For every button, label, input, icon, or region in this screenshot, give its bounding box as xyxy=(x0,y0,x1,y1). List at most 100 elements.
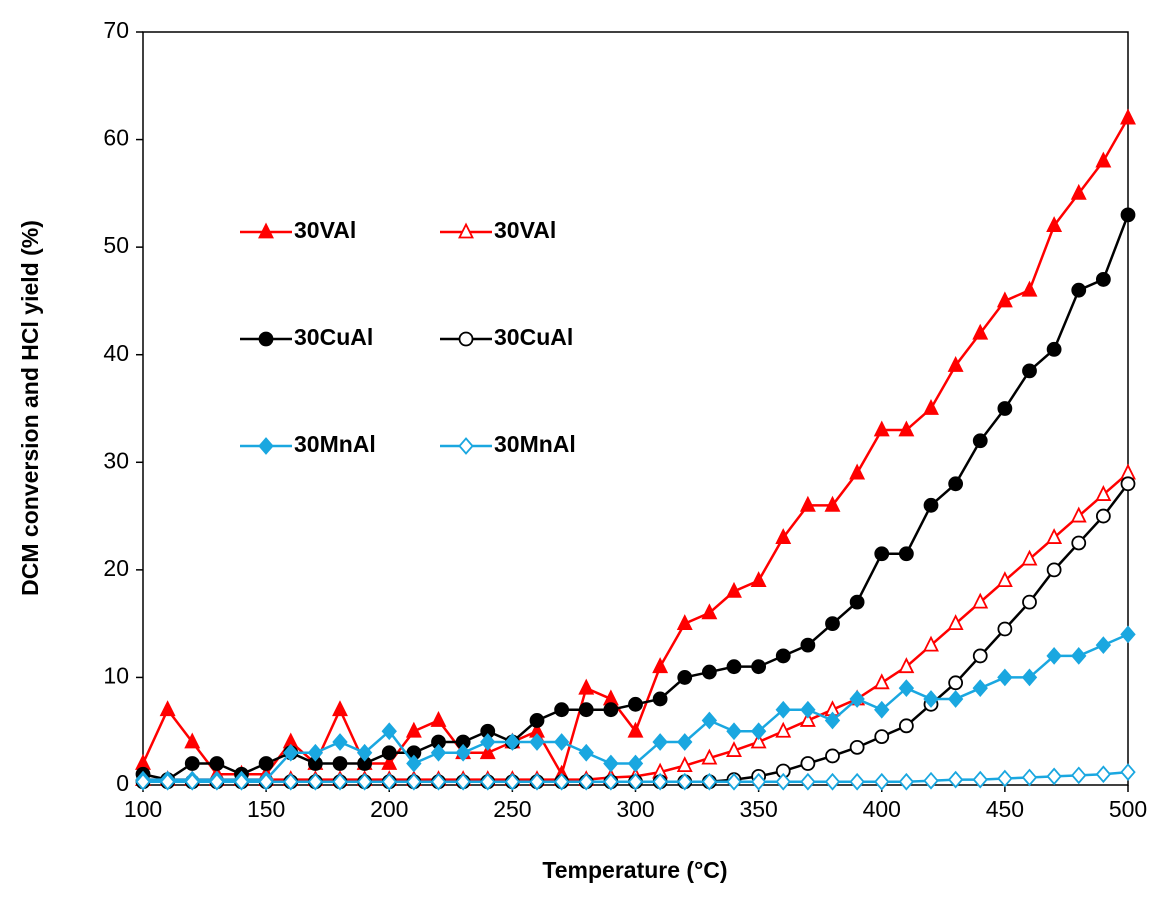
marker xyxy=(948,675,964,691)
marker xyxy=(1046,341,1062,357)
marker xyxy=(799,495,816,512)
marker xyxy=(972,433,988,449)
marker xyxy=(430,743,447,762)
marker xyxy=(824,772,841,791)
marker xyxy=(479,743,496,760)
marker xyxy=(578,702,594,718)
x-tick-label: 450 xyxy=(986,796,1024,822)
marker xyxy=(849,772,865,791)
marker xyxy=(1021,668,1038,687)
y-tick-label: 70 xyxy=(103,17,129,43)
marker xyxy=(455,772,471,791)
marker xyxy=(381,772,397,791)
marker xyxy=(874,729,890,744)
marker xyxy=(997,668,1013,687)
marker xyxy=(283,772,299,791)
marker xyxy=(504,772,521,791)
marker xyxy=(233,772,250,791)
marker xyxy=(356,772,373,791)
marker xyxy=(799,710,816,727)
marker xyxy=(627,772,644,791)
marker xyxy=(775,772,791,791)
marker xyxy=(800,772,816,791)
marker xyxy=(652,772,668,791)
marker xyxy=(258,772,274,791)
marker xyxy=(209,772,225,791)
marker xyxy=(405,721,422,738)
legend-marker xyxy=(458,331,474,347)
legend-marker xyxy=(258,437,274,455)
marker xyxy=(677,733,693,751)
marker xyxy=(874,546,890,562)
marker xyxy=(1070,506,1087,523)
marker xyxy=(554,702,570,718)
legend-label: 30MnAl xyxy=(294,431,376,457)
marker xyxy=(775,700,791,719)
marker xyxy=(184,756,200,771)
marker xyxy=(603,754,619,773)
marker xyxy=(775,721,792,738)
marker xyxy=(430,772,447,791)
y-tick-label: 20 xyxy=(103,555,129,581)
y-tick-label: 40 xyxy=(103,340,129,366)
x-tick-label: 350 xyxy=(739,796,777,822)
marker xyxy=(873,420,890,437)
marker xyxy=(332,772,348,791)
marker xyxy=(898,546,914,562)
marker xyxy=(455,743,471,762)
marker xyxy=(480,733,496,751)
marker xyxy=(898,718,914,734)
marker xyxy=(578,772,594,791)
marker xyxy=(1046,647,1062,665)
x-tick-label: 100 xyxy=(124,796,162,822)
legend-marker xyxy=(458,437,474,455)
marker xyxy=(923,497,939,513)
marker xyxy=(480,772,496,791)
marker xyxy=(996,571,1013,588)
marker xyxy=(1071,766,1087,785)
marker xyxy=(159,700,176,717)
marker xyxy=(972,592,989,609)
marker xyxy=(923,771,939,790)
marker xyxy=(184,772,200,791)
legend-marker xyxy=(458,222,474,239)
marker xyxy=(923,398,939,415)
x-tick-label: 500 xyxy=(1109,796,1147,822)
marker xyxy=(652,657,669,674)
marker xyxy=(898,772,915,791)
marker xyxy=(504,733,521,751)
y-tick-label: 30 xyxy=(103,447,129,473)
marker xyxy=(381,745,397,761)
marker xyxy=(923,635,939,652)
x-tick-label: 400 xyxy=(863,796,901,822)
marker xyxy=(726,772,742,791)
marker xyxy=(1021,280,1038,297)
y-tick-label: 50 xyxy=(103,232,129,258)
marker xyxy=(307,772,324,791)
legend-marker xyxy=(258,222,274,239)
marker xyxy=(332,733,348,751)
marker xyxy=(627,721,644,738)
marker xyxy=(1021,549,1038,566)
marker xyxy=(1071,535,1087,551)
marker xyxy=(332,756,348,771)
marker xyxy=(677,772,693,791)
marker xyxy=(824,495,841,512)
marker xyxy=(1046,767,1062,786)
marker xyxy=(947,355,964,372)
marker xyxy=(1071,282,1087,298)
marker xyxy=(1046,528,1063,544)
x-tick-label: 150 xyxy=(247,796,285,822)
marker xyxy=(652,691,668,707)
marker xyxy=(849,594,865,610)
marker xyxy=(1120,625,1136,644)
marker xyxy=(800,700,816,719)
marker xyxy=(874,700,890,719)
x-axis-label: Temperature (°C) xyxy=(542,857,727,883)
marker xyxy=(676,614,693,631)
marker xyxy=(578,678,595,695)
marker xyxy=(997,769,1013,788)
marker xyxy=(258,756,274,771)
